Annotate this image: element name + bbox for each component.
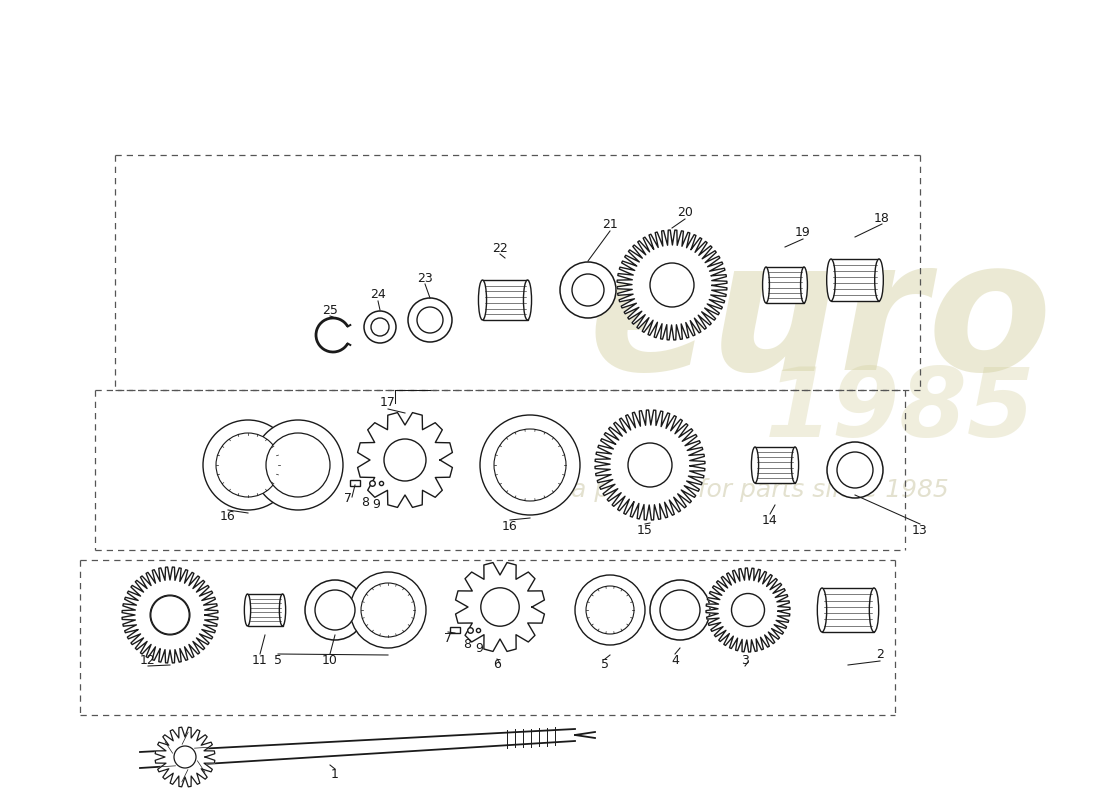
Polygon shape <box>455 562 544 651</box>
Circle shape <box>481 588 519 626</box>
Circle shape <box>417 307 443 333</box>
Bar <box>830 259 879 301</box>
Text: a passion for parts since 1985: a passion for parts since 1985 <box>571 478 949 502</box>
Text: 13: 13 <box>912 523 928 537</box>
Ellipse shape <box>827 259 835 301</box>
Circle shape <box>384 439 426 481</box>
Text: 20: 20 <box>678 206 693 219</box>
Ellipse shape <box>478 280 486 320</box>
Text: euro: euro <box>588 232 1052 408</box>
Polygon shape <box>155 727 214 787</box>
Circle shape <box>408 298 452 342</box>
Circle shape <box>628 443 672 487</box>
Bar <box>483 280 528 320</box>
Circle shape <box>586 586 634 634</box>
Circle shape <box>371 318 389 336</box>
Circle shape <box>837 452 873 488</box>
Ellipse shape <box>874 259 883 301</box>
Circle shape <box>560 262 616 318</box>
Circle shape <box>650 263 694 307</box>
Text: 5: 5 <box>601 658 609 671</box>
Circle shape <box>150 595 190 635</box>
Bar <box>350 480 360 486</box>
Circle shape <box>660 590 700 630</box>
Ellipse shape <box>762 267 769 303</box>
Bar <box>822 588 875 632</box>
Text: 10: 10 <box>322 654 338 666</box>
Text: 23: 23 <box>417 271 433 285</box>
Ellipse shape <box>869 588 879 632</box>
Text: 14: 14 <box>762 514 778 526</box>
Polygon shape <box>122 567 218 663</box>
Ellipse shape <box>244 594 251 626</box>
Circle shape <box>174 746 196 768</box>
Text: 5: 5 <box>274 654 282 666</box>
Circle shape <box>494 429 566 501</box>
Circle shape <box>253 420 343 510</box>
Polygon shape <box>140 729 575 768</box>
Text: 15: 15 <box>637 523 653 537</box>
Ellipse shape <box>524 280 531 320</box>
Text: 18: 18 <box>874 211 890 225</box>
Circle shape <box>732 594 764 626</box>
Circle shape <box>266 433 330 497</box>
Polygon shape <box>595 410 705 520</box>
Circle shape <box>305 580 365 640</box>
Text: 8: 8 <box>361 497 368 510</box>
Circle shape <box>480 415 580 515</box>
Text: 6: 6 <box>493 658 500 671</box>
Ellipse shape <box>751 447 759 483</box>
Text: 24: 24 <box>370 289 386 302</box>
Circle shape <box>151 596 189 634</box>
Bar <box>450 627 460 633</box>
Circle shape <box>350 572 426 648</box>
Circle shape <box>575 575 645 645</box>
Ellipse shape <box>817 588 827 632</box>
Text: 25: 25 <box>322 303 338 317</box>
Polygon shape <box>706 568 790 652</box>
Bar <box>755 447 795 483</box>
Polygon shape <box>617 230 727 340</box>
Text: 16: 16 <box>220 510 235 522</box>
Circle shape <box>361 583 415 637</box>
Text: 17: 17 <box>381 397 396 410</box>
Text: 7: 7 <box>444 631 452 645</box>
Text: 1985: 1985 <box>764 363 1035 457</box>
Circle shape <box>364 311 396 343</box>
Circle shape <box>650 580 710 640</box>
Text: 16: 16 <box>502 519 518 533</box>
Text: 11: 11 <box>252 654 268 666</box>
Ellipse shape <box>801 267 807 303</box>
Text: 4: 4 <box>671 654 679 666</box>
Text: 19: 19 <box>795 226 811 239</box>
Ellipse shape <box>791 447 799 483</box>
Text: 9: 9 <box>475 642 483 654</box>
Circle shape <box>204 420 293 510</box>
Text: 3: 3 <box>741 654 749 666</box>
Text: 21: 21 <box>602 218 618 231</box>
Text: 9: 9 <box>372 498 379 511</box>
Ellipse shape <box>279 594 286 626</box>
Text: 2: 2 <box>876 649 884 662</box>
Circle shape <box>315 590 355 630</box>
Text: 22: 22 <box>492 242 508 254</box>
Text: 7: 7 <box>344 491 352 505</box>
Bar <box>766 267 804 303</box>
Text: 12: 12 <box>140 654 156 666</box>
Polygon shape <box>358 413 452 507</box>
Text: 1: 1 <box>331 769 339 782</box>
Circle shape <box>827 442 883 498</box>
Bar <box>248 594 283 626</box>
Circle shape <box>572 274 604 306</box>
Text: 8: 8 <box>463 638 471 651</box>
Circle shape <box>216 433 280 497</box>
